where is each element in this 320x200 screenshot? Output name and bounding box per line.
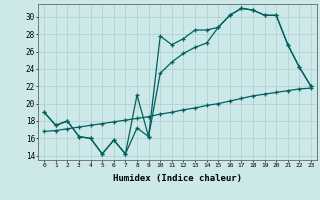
X-axis label: Humidex (Indice chaleur): Humidex (Indice chaleur) bbox=[113, 174, 242, 183]
